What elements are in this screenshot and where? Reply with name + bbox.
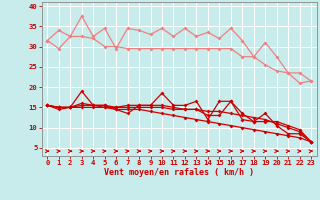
X-axis label: Vent moyen/en rafales ( km/h ): Vent moyen/en rafales ( km/h ) (104, 168, 254, 177)
